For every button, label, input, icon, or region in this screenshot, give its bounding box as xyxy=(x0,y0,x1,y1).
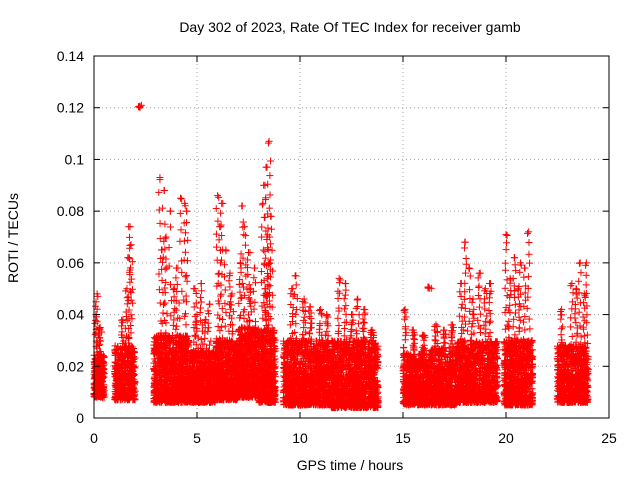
chart-title: Day 302 of 2023, Rate Of TEC Index for r… xyxy=(179,19,521,35)
roti-scatter-chart: Day 302 of 2023, Rate Of TEC Index for r… xyxy=(0,0,640,480)
